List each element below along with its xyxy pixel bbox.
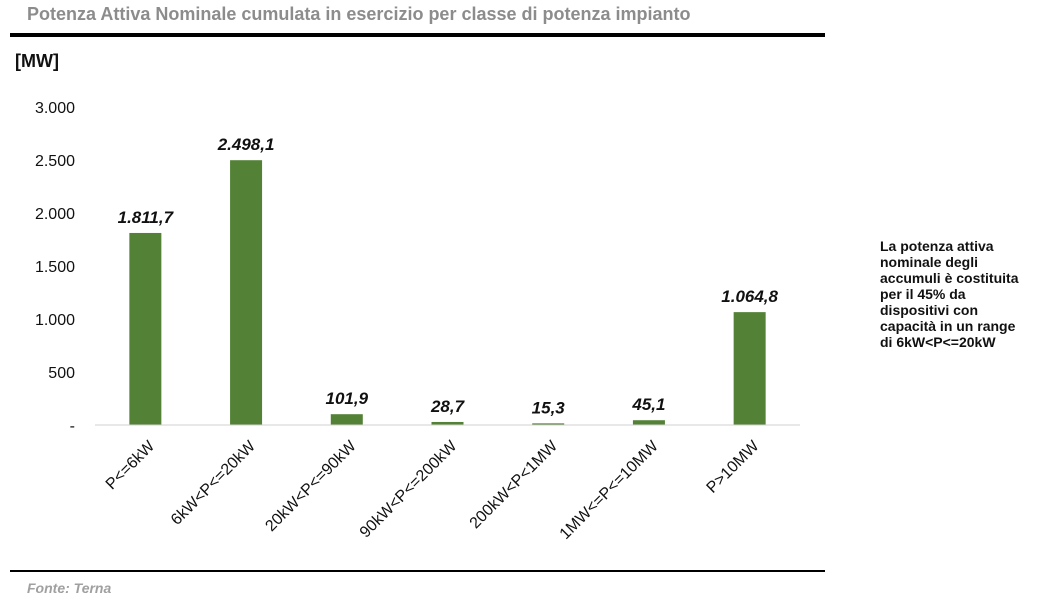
y-tick-label: 2.500 [35, 153, 75, 170]
bar [632, 420, 665, 425]
x-tick-label: 90kW<P<=200kW [357, 437, 461, 541]
bar-value-label: 2.498,1 [217, 135, 275, 154]
bar [733, 312, 766, 425]
x-tick-label: 6kW<P<=20kW [168, 437, 260, 529]
side-note: La potenza attiva nominale degli accumul… [880, 238, 1019, 350]
x-tick-label: P<=6kW [103, 437, 159, 493]
y-tick-label: 2.000 [35, 206, 75, 223]
bar-value-label: 15,3 [532, 398, 566, 417]
footer-rule [10, 570, 825, 572]
chart-title: Potenza Attiva Nominale cumulata in eser… [27, 4, 691, 24]
y-tick-label: 1.000 [35, 312, 75, 329]
y-tick-label: 500 [48, 365, 75, 382]
y-unit-label: [MW] [15, 51, 59, 71]
bar-value-label: 1.064,8 [721, 287, 778, 306]
y-tick-label: - [70, 418, 75, 435]
x-tick-label: 1MW<=P<=10MW [557, 437, 663, 543]
x-tick-label: 20kW<P<=90kW [262, 437, 360, 535]
bars [129, 160, 766, 425]
bar [532, 423, 565, 425]
x-tick-label: 200kW<P<1MW [467, 437, 562, 532]
bar [230, 160, 263, 425]
source-label: Fonte: Terna [27, 580, 112, 596]
title-rule [10, 33, 825, 37]
bar-value-label: 45,1 [631, 395, 665, 414]
bar [330, 414, 363, 425]
bar [129, 232, 162, 425]
y-tick-label: 1.500 [35, 259, 75, 276]
x-axis-labels: P<=6kW 6kW<P<=20kW 20kW<P<=90kW90kW<P<=200… [103, 437, 763, 543]
bar-value-label: 28,7 [430, 397, 466, 416]
x-tick-label: P>10MW [704, 437, 763, 496]
value-labels: 1.811,7 2.498,1 101,9 28,7 15,3 45,1 1.064,8 [118, 135, 779, 417]
bar-value-label: 1.811,7 [118, 208, 175, 227]
bar [431, 421, 464, 425]
y-axis: - 500 1.000 1.500 2.000 2.500 3.000 [35, 100, 75, 435]
bar-value-label: 101,9 [326, 389, 369, 408]
y-tick-label: 3.000 [35, 100, 75, 117]
